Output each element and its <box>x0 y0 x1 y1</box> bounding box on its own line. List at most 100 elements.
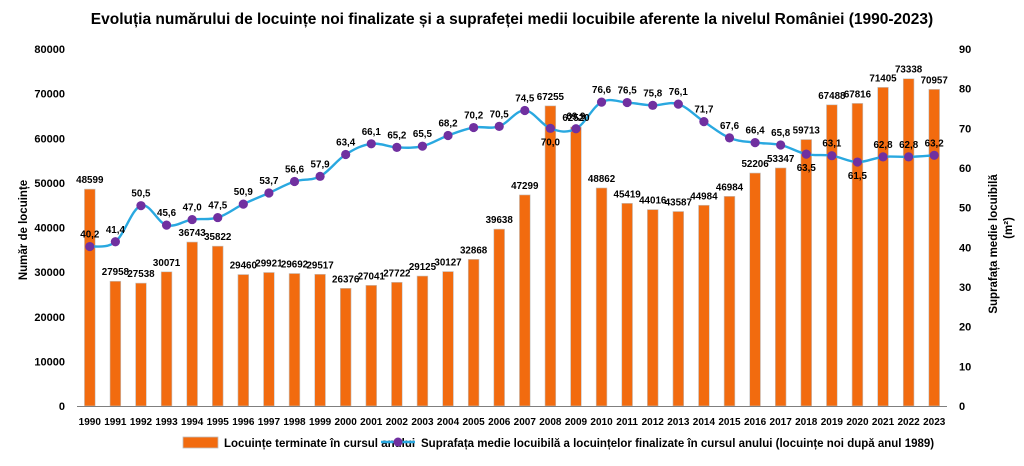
bar <box>212 245 224 407</box>
y-tick-label-right: 50 <box>959 203 971 215</box>
bar <box>288 273 301 407</box>
bar-data-label: 67816 <box>844 89 872 100</box>
x-tick-label: 2005 <box>462 417 485 428</box>
x-tick-label: 2012 <box>642 417 665 428</box>
x-tick-label: 1999 <box>309 417 332 428</box>
bar-data-label: 73338 <box>895 65 923 76</box>
bar <box>723 196 736 407</box>
bar-data-label: 71405 <box>869 73 897 84</box>
bar <box>263 272 275 407</box>
line-data-label: 71,7 <box>694 105 714 116</box>
bar <box>698 204 710 407</box>
bar-data-label: 35822 <box>204 232 232 243</box>
legend-swatch-marker <box>393 437 403 447</box>
series-marker <box>904 152 914 162</box>
bar <box>519 194 531 407</box>
line-data-label: 50,5 <box>131 189 151 200</box>
y-tick-label-right: 90 <box>959 44 971 56</box>
bar <box>442 271 454 407</box>
y-tick-label-right: 10 <box>959 361 971 373</box>
y-axis-label-left: Număr de locuințe <box>18 180 30 280</box>
x-tick-label: 2004 <box>437 417 460 428</box>
line-data-label: 68,2 <box>438 118 458 129</box>
bar-data-label: 29517 <box>306 260 334 271</box>
y-tick-label-left: 60000 <box>34 133 65 145</box>
bar <box>877 87 889 407</box>
y-tick-label-left: 70000 <box>34 89 65 101</box>
series-marker <box>673 99 683 109</box>
series-marker <box>110 237 120 247</box>
y-tick-label-right: 30 <box>959 282 971 294</box>
line-data-label: 76,5 <box>618 86 638 97</box>
x-tick-label: 2020 <box>846 417 869 428</box>
line-data-label: 47,0 <box>183 203 203 214</box>
y-tick-label-right: 80 <box>959 84 971 96</box>
series-marker <box>238 199 248 209</box>
bar-data-label: 53347 <box>767 154 795 165</box>
bar-data-label: 39638 <box>486 215 514 226</box>
bar-data-label: 48599 <box>76 175 104 186</box>
bar-data-label: 62520 <box>562 113 590 124</box>
x-tick-label: 2000 <box>335 417 358 428</box>
series-marker <box>85 241 95 252</box>
x-tick-label: 2014 <box>693 417 716 428</box>
x-tick-label: 2018 <box>795 417 818 428</box>
series-marker <box>929 150 939 160</box>
line-data-label: 53,7 <box>259 176 279 187</box>
series-marker <box>699 116 709 127</box>
x-tick-label: 2023 <box>923 417 946 428</box>
line-data-label: 50,9 <box>234 187 254 198</box>
line-data-label: 61,5 <box>848 171 868 182</box>
x-tick-label: 1995 <box>207 417 230 428</box>
line-data-label: 76,1 <box>669 87 689 98</box>
bar-data-label: 26376 <box>332 274 360 285</box>
series-marker <box>801 149 811 159</box>
series-marker <box>187 214 197 225</box>
series-marker <box>213 212 223 223</box>
bar-data-label: 30071 <box>153 258 181 269</box>
bar <box>340 287 352 407</box>
series-marker <box>724 133 735 143</box>
bar <box>672 211 684 407</box>
bar <box>135 282 147 407</box>
bar-data-label: 47299 <box>511 181 539 192</box>
bar-data-label: 52206 <box>741 159 769 170</box>
bar <box>928 89 940 407</box>
line-data-label: 56,6 <box>285 164 305 175</box>
x-tick-label: 2015 <box>718 417 741 428</box>
series-marker <box>545 123 555 133</box>
line-data-label: 70,0 <box>541 137 561 148</box>
line-data-label: 63,5 <box>797 163 817 174</box>
bar-series <box>84 78 940 407</box>
x-tick-label: 2002 <box>386 417 409 428</box>
line-data-label: 41,4 <box>106 225 126 236</box>
x-tick-label: 1990 <box>79 417 102 428</box>
y-tick-label-left: 10000 <box>34 356 65 368</box>
x-tick-label: 1997 <box>258 417 281 428</box>
series-marker <box>648 100 658 110</box>
y-axis-right: 0 10 20 30 40 50 60 70 80 90 <box>959 44 971 413</box>
y-tick-label-right: 0 <box>959 401 965 413</box>
line-data-label: 62,8 <box>873 140 893 151</box>
series-marker <box>494 121 504 131</box>
line-data-label: 69,9 <box>566 112 586 123</box>
series-marker <box>315 171 325 181</box>
y-tick-label-left: 80000 <box>34 44 65 56</box>
bar <box>570 126 582 407</box>
x-tick-label: 2021 <box>872 417 895 428</box>
bar <box>775 167 787 407</box>
bar <box>902 78 915 407</box>
bar <box>595 187 608 407</box>
series-marker <box>392 142 402 152</box>
line-data-label: 65,5 <box>413 129 433 140</box>
series-marker <box>776 140 786 150</box>
bar-data-label: 27722 <box>383 268 411 279</box>
line-data-label: 70,5 <box>490 109 510 120</box>
bar-data-label: 43587 <box>665 197 693 208</box>
line-data-label: 74,5 <box>515 93 535 104</box>
x-tick-label: 2008 <box>539 417 562 428</box>
line-data-label: 63,4 <box>336 138 356 149</box>
series-marker <box>289 176 300 187</box>
x-tick-label: 2013 <box>667 417 690 428</box>
bar <box>391 281 403 407</box>
